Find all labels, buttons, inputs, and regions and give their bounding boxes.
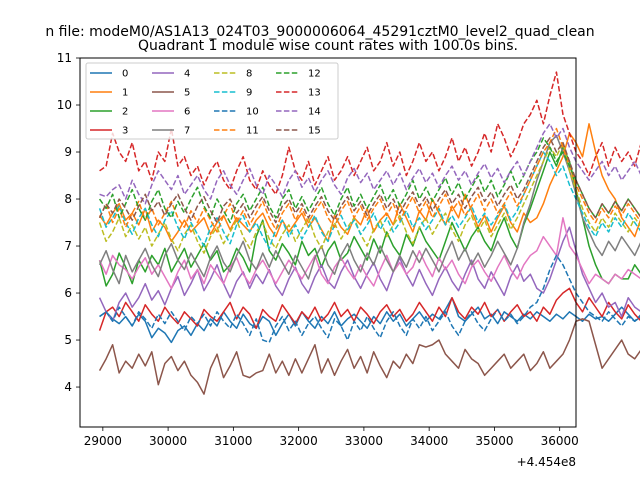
series-line-2 — [98, 146, 640, 287]
series-line-6 — [98, 217, 640, 290]
x-tick-label: 34000 — [410, 434, 448, 448]
y-tick-label: 11 — [57, 51, 72, 65]
legend-label-8: 8 — [246, 69, 252, 80]
series-line-14 — [99, 123, 640, 205]
legend-label-12: 12 — [308, 69, 321, 80]
x-tick-label: 36000 — [541, 434, 579, 448]
legend-label-9: 9 — [246, 88, 252, 99]
series-line-12 — [98, 137, 640, 224]
x-axis: 29000 30000 31000 32000 33000 34000 35000 36000 — [84, 427, 579, 448]
series-line-4 — [98, 226, 640, 322]
x-tick-label: 29000 — [84, 434, 122, 448]
figure-suptitle: n file: modeM0/AS1A13_024T03_9000006064_… — [45, 24, 594, 40]
y-axis: 4 5 6 7 8 9 10 11 — [57, 51, 80, 394]
x-tick-label: 30000 — [149, 434, 187, 448]
series-layer — [98, 71, 640, 395]
y-tick-label: 4 — [64, 380, 72, 394]
x-tick-label: 35000 — [475, 434, 513, 448]
y-tick-label: 6 — [64, 286, 72, 300]
legend-label-15: 15 — [308, 126, 321, 137]
y-tick-label: 10 — [57, 98, 72, 112]
x-axis-offset-label: +4.454e8 — [517, 455, 576, 469]
series-line-13 — [99, 71, 640, 196]
x-tick-label: 32000 — [280, 434, 318, 448]
y-tick-label: 9 — [64, 145, 72, 159]
legend-label-1: 1 — [122, 88, 128, 99]
legend-label-0: 0 — [122, 69, 128, 80]
legend-label-5: 5 — [184, 88, 190, 99]
series-line-15 — [98, 137, 640, 224]
y-tick-label: 5 — [64, 333, 72, 347]
legend-label-13: 13 — [308, 88, 321, 99]
legend-label-2: 2 — [122, 107, 128, 118]
series-line-0 — [99, 296, 640, 344]
plot-area — [79, 57, 640, 428]
x-tick-label: 33000 — [345, 434, 383, 448]
series-line-5 — [98, 318, 640, 395]
series-line-3 — [98, 287, 640, 331]
series-line-10 — [99, 254, 640, 344]
series-line-9 — [98, 151, 640, 250]
legend-label-4: 4 — [184, 69, 190, 80]
legend-label-11: 11 — [246, 126, 259, 137]
x-tick-label: 31000 — [214, 434, 252, 448]
chart-title: Quadrant 1 module wise count rates with … — [138, 38, 518, 54]
y-tick-label: 7 — [64, 239, 72, 253]
legend-label-14: 14 — [308, 107, 321, 118]
legend-label-3: 3 — [122, 126, 128, 137]
legend-label-7: 7 — [184, 126, 190, 137]
series-line-8 — [98, 141, 640, 254]
legend-label-10: 10 — [246, 107, 259, 118]
series-line-1 — [98, 123, 640, 243]
legend-box — [85, 62, 339, 140]
plot-frame — [79, 57, 577, 428]
y-tick-label: 8 — [64, 192, 72, 206]
series-line-7 — [98, 134, 640, 285]
legend-label-6: 6 — [184, 107, 190, 118]
